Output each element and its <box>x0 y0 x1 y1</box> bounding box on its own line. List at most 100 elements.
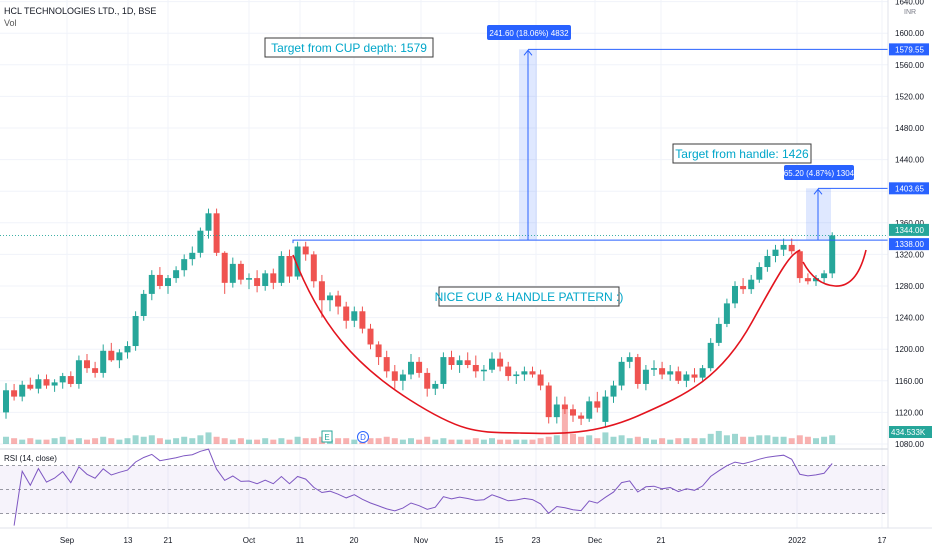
candle <box>456 355 463 373</box>
candle <box>642 365 649 391</box>
volume-bar <box>497 439 504 444</box>
candle-body <box>732 286 738 304</box>
time-tick-label: 11 <box>296 536 305 545</box>
handle-curve <box>802 249 867 287</box>
dividend-marker: D <box>357 431 369 443</box>
last-price-tag-text: 1344.00 <box>895 226 924 235</box>
candle <box>262 270 269 291</box>
candle-body <box>3 390 9 413</box>
volume-bar <box>310 438 317 444</box>
volume-bar <box>561 409 568 444</box>
volume-bar <box>416 439 423 444</box>
volume-bar <box>570 433 576 444</box>
candle-body <box>302 246 309 255</box>
candle-body <box>375 344 382 358</box>
candle <box>489 352 495 373</box>
cup-arrow-head <box>523 49 533 56</box>
handle-arrow-head <box>813 188 823 195</box>
volume-bar <box>335 438 342 444</box>
candle-body <box>124 346 131 353</box>
price-tick-label: 1360.00 <box>895 219 924 228</box>
volume-bar <box>270 439 277 444</box>
resistance-line <box>292 239 888 244</box>
candle <box>691 368 698 383</box>
volume-bar <box>780 436 787 444</box>
volume-bar <box>173 438 180 444</box>
volume-bar <box>181 436 188 444</box>
volume-bar <box>618 435 625 444</box>
candle <box>570 404 576 422</box>
candle-body <box>594 401 601 408</box>
candle <box>505 361 512 381</box>
candle-body <box>140 293 147 317</box>
candle-body <box>764 255 771 268</box>
candle <box>100 344 107 378</box>
candle <box>732 281 738 309</box>
volume-bar <box>545 436 552 444</box>
volume-bar <box>578 436 585 444</box>
candle <box>667 365 674 381</box>
candle <box>246 273 252 290</box>
handle-target-annotation-text: Target from handle: 1426 <box>675 147 809 161</box>
candle-body <box>75 360 82 384</box>
volume-bar <box>553 435 560 444</box>
candle-body <box>278 255 285 283</box>
candle <box>205 208 212 239</box>
candle-body <box>156 274 163 286</box>
candle <box>472 355 479 378</box>
dividend-marker-text: D <box>360 433 366 442</box>
handle-target-annotation-box <box>672 143 812 164</box>
volume-bar <box>3 436 9 444</box>
candle <box>764 249 771 272</box>
candle-body <box>497 358 504 367</box>
candle <box>59 372 66 389</box>
resistance-tag: 1338.00 <box>889 238 929 251</box>
rsi-line <box>13 448 833 526</box>
candle-body <box>626 357 633 362</box>
candle <box>221 251 228 294</box>
candle <box>286 249 293 283</box>
volume-bar <box>651 439 657 444</box>
time-tick-label: 15 <box>495 536 504 545</box>
candle-body <box>521 371 528 375</box>
candle-body <box>634 357 641 384</box>
volume-bar <box>456 439 463 444</box>
earnings-marker: E <box>321 430 333 443</box>
price-tick-label: 1320.00 <box>895 250 924 259</box>
candle <box>278 251 285 286</box>
volume-bar <box>43 439 50 444</box>
price-tick-label: 1640.00 <box>895 0 924 7</box>
volume-bar <box>294 436 301 444</box>
candle-body <box>84 360 90 369</box>
cup-measure-label: 241.60 (18.06%) 4832 <box>487 25 571 40</box>
candle-body <box>683 374 690 381</box>
candle <box>165 274 171 294</box>
overlays: 241.60 (18.06%) 4832 65.20 (4.87%) 1304 Ta… <box>0 25 888 435</box>
last-price-tag-bg <box>889 223 929 236</box>
candle-body <box>813 278 819 282</box>
volume-bar <box>229 439 236 444</box>
price-axis-bg <box>888 0 932 550</box>
volume-bar <box>440 438 447 444</box>
volume-bar <box>529 439 536 444</box>
candle <box>359 306 366 334</box>
cup-target-annotation-text: Target from CUP depth: 1579 <box>271 41 427 55</box>
candle-body <box>148 274 155 294</box>
candle-body <box>505 366 512 377</box>
candle <box>351 306 358 328</box>
price-tick-label: 1440.00 <box>895 156 924 165</box>
candle <box>270 268 277 290</box>
candle-body <box>602 396 609 422</box>
cup-measure-label-bg <box>487 25 571 40</box>
volume-bar <box>513 439 520 444</box>
candle <box>213 208 220 256</box>
candle-body <box>772 249 779 256</box>
candle <box>181 254 188 277</box>
volume-bar <box>691 438 698 444</box>
volume-bar <box>148 435 155 444</box>
time-tick-label: 17 <box>878 536 887 545</box>
volume-bar <box>586 435 593 444</box>
volume-bar <box>740 436 747 444</box>
